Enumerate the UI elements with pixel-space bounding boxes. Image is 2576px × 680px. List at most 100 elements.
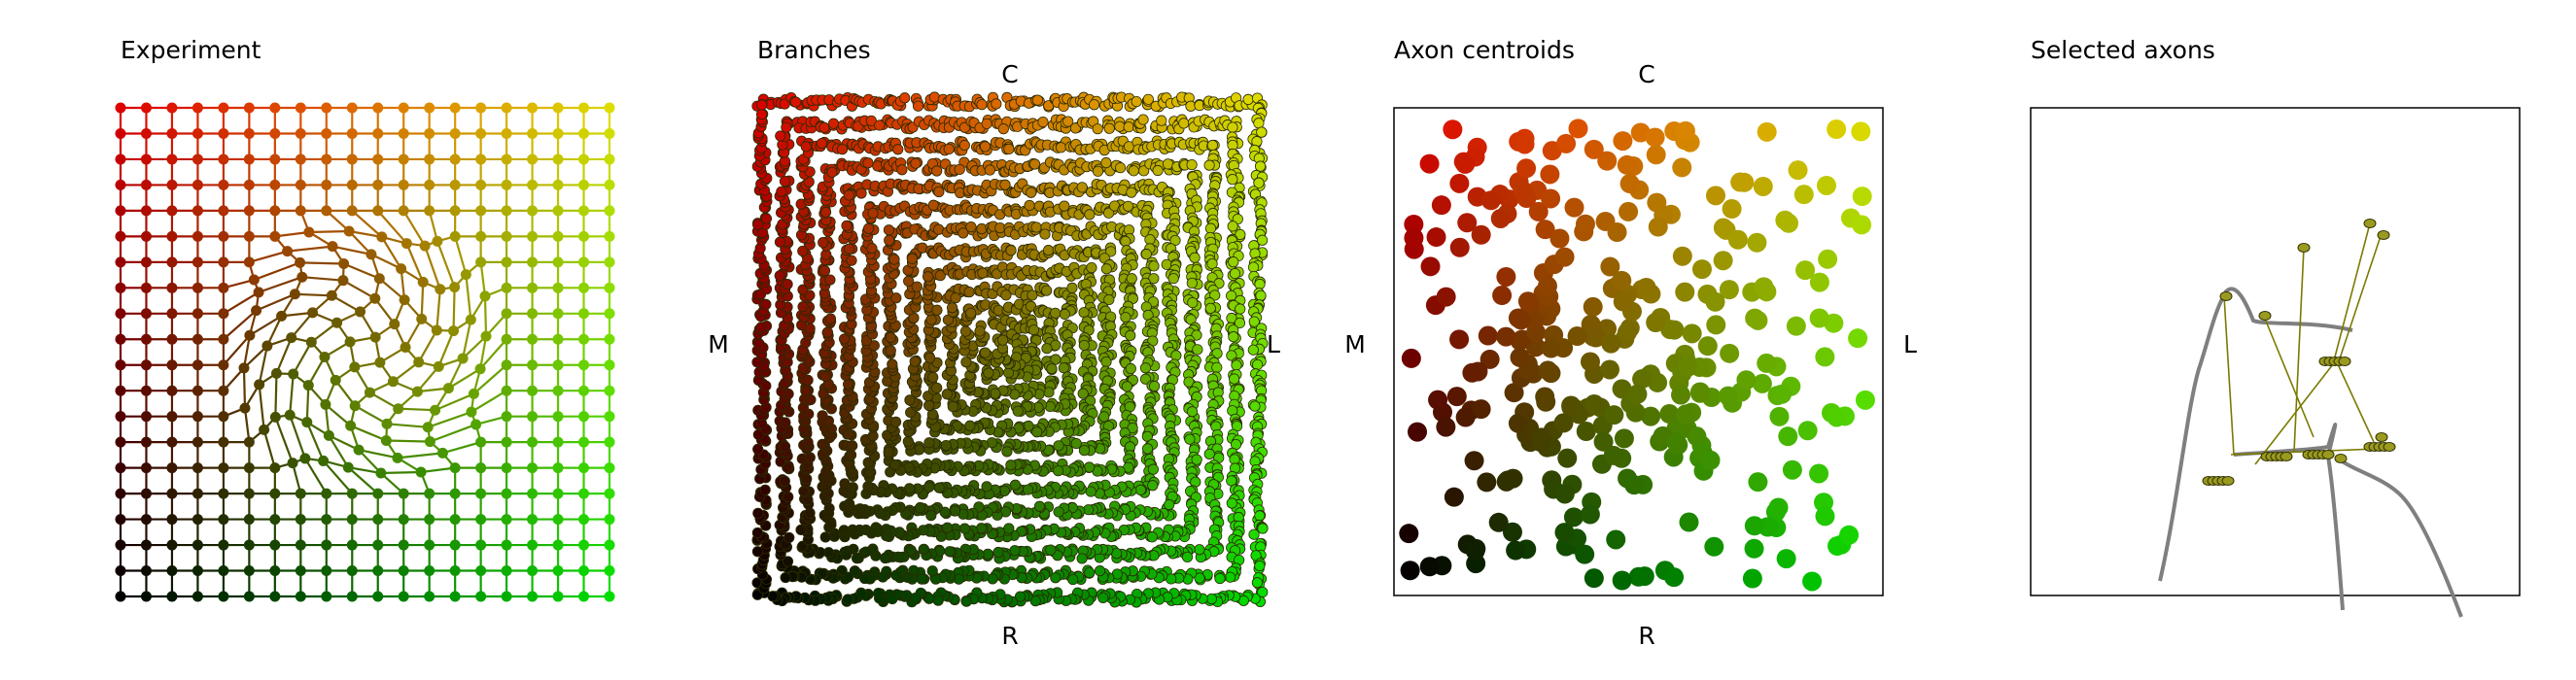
branch-dot — [1100, 263, 1112, 275]
grid-node — [346, 179, 358, 190]
branch-dot — [1100, 356, 1112, 368]
grid-node — [191, 591, 203, 602]
branch-dot — [752, 443, 764, 456]
grid-node — [475, 153, 487, 165]
grid-node — [398, 102, 409, 114]
grid-edge — [373, 297, 396, 325]
grid-node — [552, 179, 564, 190]
grid-node — [238, 362, 250, 374]
grid-node — [449, 153, 461, 165]
grid-node — [449, 230, 461, 242]
branch-dot — [1231, 359, 1242, 371]
branch-dot — [912, 100, 924, 112]
grid-node — [479, 290, 491, 302]
branch-dot — [1205, 593, 1218, 605]
branch-dot — [1026, 187, 1037, 198]
grid-node — [373, 273, 385, 285]
grid-node — [166, 102, 178, 114]
grid-edge — [368, 391, 400, 410]
branch-dot — [1100, 156, 1112, 169]
grid-node — [191, 462, 203, 474]
grid-node — [578, 179, 590, 190]
branch-dot — [847, 440, 858, 452]
grid-node — [303, 226, 315, 238]
branch-dot — [1084, 209, 1096, 221]
branch-dot — [759, 484, 771, 495]
grid-node — [346, 102, 358, 114]
grid-node — [218, 282, 229, 293]
grid-node — [475, 462, 487, 474]
branch-dot — [1027, 289, 1038, 301]
branch-dot — [1126, 273, 1137, 285]
branch-dot — [1167, 273, 1179, 285]
branch-dot — [1194, 544, 1205, 556]
branch-dot — [888, 254, 900, 265]
grid-node — [302, 380, 314, 391]
grid-edge — [479, 335, 488, 369]
grid-edge — [290, 312, 314, 339]
grid-edge — [348, 230, 372, 255]
grid-node — [604, 333, 615, 345]
branch-dot — [801, 473, 813, 485]
grid-node — [552, 514, 564, 526]
grid-node — [468, 388, 479, 399]
grid-node — [353, 444, 365, 456]
branch-dot — [1039, 228, 1051, 240]
grid-node — [578, 359, 590, 371]
branch-dot — [867, 207, 879, 220]
grid-edge — [295, 292, 332, 297]
grid-node — [460, 269, 471, 281]
grid-edge — [334, 379, 357, 407]
grid-node — [399, 294, 410, 306]
grid-node — [321, 153, 332, 165]
branch-dot — [774, 270, 785, 282]
branch-dot — [910, 157, 922, 169]
grid-node — [552, 462, 564, 474]
grid-edge — [305, 422, 325, 461]
grid-edge — [249, 315, 283, 337]
grid-node — [243, 127, 255, 139]
grid-edge — [274, 373, 278, 418]
grid-node — [364, 387, 375, 398]
grid-node — [552, 385, 564, 396]
branch-dot — [755, 322, 767, 333]
grid-node — [166, 411, 178, 423]
grid-node — [527, 333, 539, 345]
grid-node — [398, 179, 409, 190]
branch-dot — [923, 593, 935, 604]
grid-edge — [479, 338, 507, 370]
grid-edge — [331, 245, 372, 255]
branch-dot — [1242, 93, 1254, 105]
branch-dot — [1148, 380, 1161, 392]
branch-dot — [974, 325, 986, 337]
branch-dot — [1078, 307, 1090, 319]
grid-node — [527, 462, 539, 474]
grid-node — [349, 361, 361, 373]
grid-node — [344, 336, 356, 348]
branch-dot — [983, 367, 994, 379]
grid-edge — [223, 290, 260, 315]
branch-dot — [865, 115, 877, 126]
grid-node — [501, 462, 512, 474]
grid-edge — [350, 425, 387, 442]
grid-node — [346, 488, 358, 499]
grid-node — [166, 436, 178, 448]
branch-dot — [819, 370, 832, 383]
branch-dot — [984, 164, 995, 176]
branch-dot — [1097, 592, 1109, 604]
axon-centroids-title: Axon centroids — [1394, 36, 1575, 64]
branch-dot — [1194, 572, 1205, 584]
branch-dot — [1070, 437, 1082, 450]
branch-dot — [1227, 174, 1238, 186]
grid-node — [552, 359, 564, 371]
grid-node — [243, 488, 255, 499]
grid-node — [269, 411, 281, 423]
grid-node — [295, 179, 306, 190]
branch-dot — [1235, 228, 1246, 241]
grid-edge — [310, 322, 338, 344]
branch-dot — [1148, 260, 1160, 272]
grid-node — [243, 514, 255, 526]
branch-dot — [1088, 99, 1100, 111]
grid-node — [578, 256, 590, 268]
branch-dot — [855, 187, 867, 199]
